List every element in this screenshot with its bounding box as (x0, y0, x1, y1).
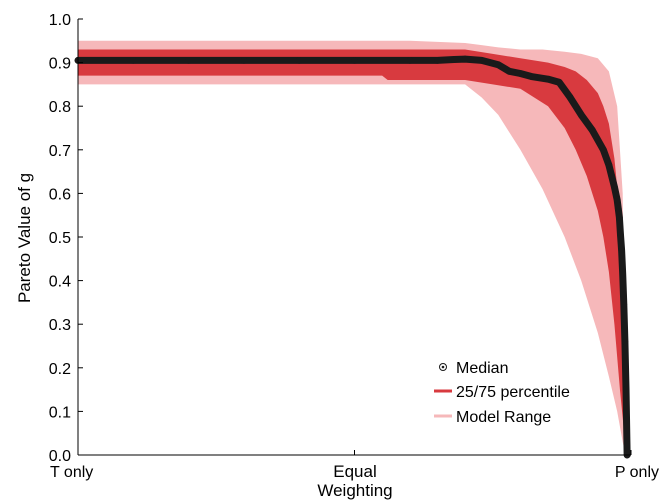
median-point (618, 246, 625, 254)
y-tick-label: 0.4 (49, 274, 71, 291)
median-point (528, 73, 535, 80)
median-point (555, 78, 563, 86)
median-point (588, 126, 596, 134)
median-point (494, 61, 502, 69)
median-point (130, 57, 137, 64)
median-point (619, 270, 627, 278)
median-point (620, 301, 628, 308)
legend-label-median: Median (456, 360, 508, 377)
x-tick-label: T only (50, 464, 93, 481)
median-point (434, 57, 441, 64)
y-ticks: 0.0 0.1 0.2 0.3 0.4 0.5 0.6 0.7 0.8 0.9 1.0 (49, 12, 83, 465)
median-point (622, 386, 630, 393)
median-point (461, 55, 469, 63)
y-axis-label: Pareto Value of g (15, 173, 34, 303)
y-tick-label: 0.7 (49, 143, 71, 160)
median-point (351, 57, 358, 64)
y-tick-label: 1.0 (49, 12, 71, 29)
legend-entry-percentile: 25/75 percentile (434, 384, 570, 401)
x-axis-label-line-2: Weighting (317, 481, 392, 500)
median-point (614, 205, 622, 212)
y-tick-label: 0.3 (49, 317, 71, 334)
median-point (617, 231, 624, 239)
median-point (577, 111, 585, 119)
median-point (506, 68, 513, 75)
y-tick-label: 0.6 (49, 186, 71, 203)
x-tick-label: P only (615, 464, 659, 481)
median-point (616, 214, 623, 221)
median-line (74, 55, 631, 459)
axes: 0.0 0.1 0.2 0.3 0.4 0.5 0.6 0.7 0.8 0.9 1.0 T only… (49, 12, 659, 481)
median-point (566, 94, 574, 101)
median-point (295, 57, 303, 64)
legend-label-model-range: Model Range (456, 409, 551, 426)
plot-area (74, 40, 631, 459)
percentile-area (78, 49, 628, 456)
legend: Median 25/75 percentile Model Range (434, 360, 570, 426)
y-tick-label: 0.9 (49, 56, 71, 73)
median-point (621, 338, 629, 345)
median-point (406, 57, 414, 64)
median-point (185, 57, 192, 64)
y-tick-label: 0.1 (49, 404, 71, 421)
median-point (605, 161, 613, 169)
y-tick-label: 0.0 (49, 448, 71, 465)
legend-median-marker-dot (441, 365, 445, 369)
y-tick-label: 0.5 (49, 230, 71, 247)
median-point (600, 146, 607, 154)
median-series (74, 55, 631, 459)
median-point (478, 57, 485, 64)
legend-entry-model-range: Model Range (434, 409, 551, 426)
y-tick-label: 0.2 (49, 361, 71, 378)
legend-label-percentile: 25/75 percentile (456, 384, 570, 401)
median-point (613, 196, 621, 204)
x-axis-label-line-1: Equal (333, 462, 376, 481)
legend-entry-median: Median (439, 360, 508, 377)
percentile-band (78, 49, 628, 456)
median-point (544, 75, 552, 83)
median-point (611, 183, 618, 191)
y-tick-label: 0.8 (49, 99, 71, 116)
median-point (240, 57, 248, 64)
median-point (608, 172, 615, 180)
median-point (450, 56, 458, 63)
median-point (517, 70, 524, 77)
x-ticks: T only P only (50, 450, 659, 481)
